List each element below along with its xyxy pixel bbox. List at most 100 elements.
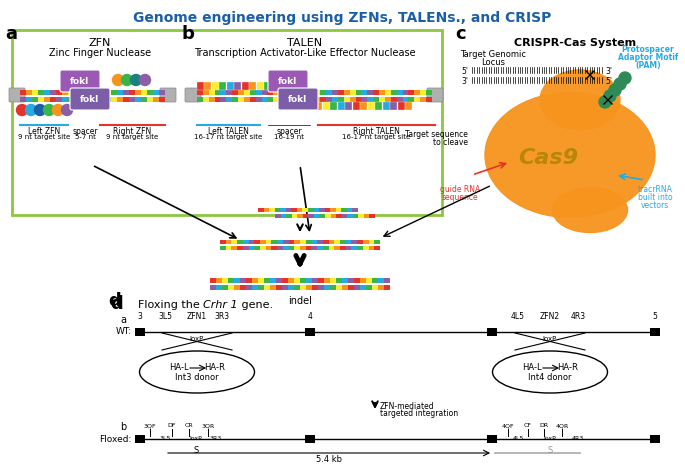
Bar bbox=[364, 214, 369, 218]
Bar bbox=[346, 240, 351, 244]
Bar bbox=[487, 328, 497, 336]
Bar bbox=[135, 97, 141, 102]
Bar bbox=[75, 88, 105, 102]
Bar bbox=[306, 278, 312, 283]
Bar bbox=[325, 208, 330, 212]
Bar bbox=[86, 90, 92, 95]
Text: Cas9: Cas9 bbox=[518, 148, 578, 168]
Bar bbox=[153, 90, 159, 95]
Bar bbox=[92, 97, 99, 102]
Bar bbox=[291, 208, 297, 212]
Bar bbox=[354, 278, 360, 283]
Text: Protospacer: Protospacer bbox=[621, 45, 674, 54]
Bar bbox=[403, 97, 408, 102]
Bar bbox=[147, 90, 153, 95]
FancyBboxPatch shape bbox=[268, 70, 308, 92]
Bar bbox=[398, 102, 405, 110]
Bar bbox=[326, 97, 332, 102]
Bar bbox=[312, 240, 317, 244]
FancyBboxPatch shape bbox=[9, 88, 25, 102]
Text: 3R3: 3R3 bbox=[214, 312, 229, 321]
Bar bbox=[50, 97, 56, 102]
Bar bbox=[369, 214, 375, 218]
Bar bbox=[256, 90, 262, 95]
Text: Right ZFN: Right ZFN bbox=[113, 127, 151, 136]
Circle shape bbox=[619, 72, 631, 84]
Bar bbox=[414, 90, 421, 95]
Bar bbox=[334, 246, 340, 250]
Bar bbox=[281, 214, 286, 218]
Ellipse shape bbox=[493, 351, 608, 393]
Text: b: b bbox=[120, 422, 126, 432]
Text: (PAM): (PAM) bbox=[635, 61, 661, 70]
Bar bbox=[303, 97, 309, 102]
Bar bbox=[379, 97, 385, 102]
Bar bbox=[257, 82, 264, 90]
Bar bbox=[360, 102, 367, 110]
Bar bbox=[209, 97, 214, 102]
Bar bbox=[303, 214, 308, 218]
Circle shape bbox=[599, 96, 611, 108]
Bar bbox=[348, 278, 354, 283]
Bar bbox=[123, 90, 129, 95]
Bar bbox=[344, 90, 350, 95]
Bar bbox=[226, 246, 232, 250]
Text: d: d bbox=[110, 295, 123, 313]
Bar bbox=[292, 214, 297, 218]
Bar bbox=[319, 214, 325, 218]
Bar bbox=[650, 328, 660, 336]
Text: 3: 3 bbox=[138, 436, 142, 441]
Bar bbox=[80, 97, 86, 102]
Bar bbox=[344, 97, 350, 102]
Text: CF: CF bbox=[524, 423, 532, 428]
Bar bbox=[141, 90, 147, 95]
Bar bbox=[323, 246, 329, 250]
Text: loxP: loxP bbox=[190, 436, 202, 441]
Bar bbox=[288, 246, 295, 250]
Text: Adaptor Motif: Adaptor Motif bbox=[618, 53, 678, 62]
Bar bbox=[308, 102, 315, 110]
Bar bbox=[270, 278, 276, 283]
Text: 9 nt target site: 9 nt target site bbox=[18, 134, 70, 140]
Bar bbox=[383, 102, 390, 110]
Text: Left TALEN: Left TALEN bbox=[208, 127, 249, 136]
Ellipse shape bbox=[553, 188, 627, 233]
Bar bbox=[330, 278, 336, 283]
Bar bbox=[135, 435, 145, 443]
Bar bbox=[350, 97, 356, 102]
Bar bbox=[374, 240, 380, 244]
Bar bbox=[374, 246, 380, 250]
Bar bbox=[397, 97, 403, 102]
Bar bbox=[357, 246, 363, 250]
Text: HA-R: HA-R bbox=[558, 363, 578, 372]
Bar bbox=[286, 214, 292, 218]
Bar bbox=[421, 90, 426, 95]
Bar bbox=[285, 90, 291, 95]
Text: 3: 3 bbox=[138, 312, 142, 321]
Text: 5': 5' bbox=[461, 68, 468, 76]
Bar bbox=[197, 82, 204, 90]
Circle shape bbox=[44, 105, 55, 115]
Bar bbox=[312, 285, 318, 290]
Bar bbox=[273, 90, 279, 95]
Bar bbox=[75, 90, 80, 95]
Bar bbox=[285, 97, 291, 102]
FancyBboxPatch shape bbox=[160, 88, 176, 102]
Text: 4R3: 4R3 bbox=[572, 436, 584, 441]
Bar bbox=[228, 278, 234, 283]
Text: fokl: fokl bbox=[80, 94, 99, 104]
Text: 3': 3' bbox=[461, 77, 468, 86]
Bar bbox=[222, 278, 228, 283]
Text: S: S bbox=[193, 446, 199, 455]
FancyBboxPatch shape bbox=[185, 88, 201, 102]
Bar bbox=[314, 214, 319, 218]
Bar bbox=[26, 97, 32, 102]
Bar bbox=[275, 208, 280, 212]
Bar bbox=[244, 97, 250, 102]
Text: 16-19 nt: 16-19 nt bbox=[274, 134, 304, 140]
Bar bbox=[391, 90, 397, 95]
Bar bbox=[286, 208, 291, 212]
Bar bbox=[291, 90, 297, 95]
Bar bbox=[330, 285, 336, 290]
Circle shape bbox=[140, 75, 151, 85]
